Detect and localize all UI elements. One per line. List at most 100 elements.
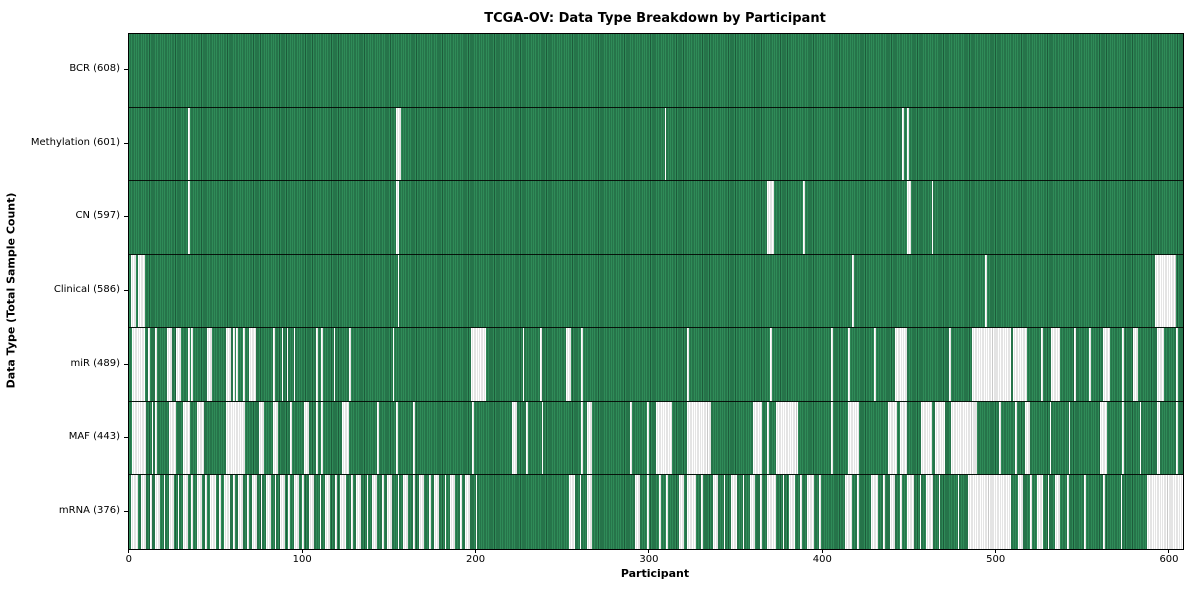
absent-stripe	[187, 107, 190, 181]
absent-stripe	[525, 401, 528, 475]
absent-stripe	[342, 401, 350, 475]
absent-stripe	[1103, 328, 1111, 401]
absent-stripe	[1084, 475, 1086, 549]
absent-stripe	[265, 475, 272, 549]
absent-stripe	[182, 401, 190, 475]
absent-stripe	[723, 475, 726, 549]
y-tick-label-mir: miR (489)	[70, 357, 120, 369]
absent-stripe	[155, 401, 157, 475]
absent-stripe	[799, 475, 802, 549]
absent-stripe	[1176, 401, 1178, 475]
absent-stripe	[177, 475, 180, 549]
absent-stripe	[340, 475, 346, 549]
absent-stripe	[272, 328, 275, 401]
absent-stripe	[1155, 254, 1177, 328]
absent-stripe	[1068, 401, 1071, 475]
absent-stripe	[950, 401, 977, 475]
absent-stripe	[569, 475, 575, 549]
absent-stripe	[260, 475, 263, 549]
y-tick-label-bcr: BCR (608)	[69, 63, 120, 75]
absent-stripe	[968, 475, 1012, 549]
absent-stripe	[272, 401, 279, 475]
absent-stripe	[766, 401, 769, 475]
absent-stripe	[233, 475, 235, 549]
absent-stripe	[1122, 401, 1125, 475]
absent-stripe	[1120, 475, 1123, 549]
absent-stripe	[713, 475, 719, 549]
absent-stripe	[985, 254, 988, 328]
absent-stripe	[434, 475, 440, 549]
absent-stripe	[226, 328, 232, 401]
x-tick-label: 600	[1159, 554, 1179, 565]
absent-stripe	[155, 328, 157, 401]
absent-stripe	[666, 475, 669, 549]
absent-stripe	[902, 107, 904, 181]
absent-stripe	[236, 328, 239, 401]
heatmap-row-bcr	[129, 34, 1183, 108]
absent-stripe	[288, 475, 291, 549]
absent-stripe	[402, 475, 409, 549]
absent-stripe	[782, 475, 785, 549]
absent-stripe	[279, 475, 285, 549]
absent-stripe	[1122, 328, 1125, 401]
absent-stripe	[659, 475, 662, 549]
absent-stripe	[395, 107, 402, 181]
absent-stripe	[196, 401, 204, 475]
absent-stripe	[1073, 328, 1076, 401]
y-tick-mark	[124, 216, 128, 218]
absent-stripe	[207, 328, 213, 401]
absent-stripe	[848, 328, 851, 401]
absent-stripe	[243, 328, 246, 401]
absent-stripe	[1054, 475, 1060, 549]
absent-stripe	[175, 328, 181, 401]
absent-stripe	[1089, 328, 1092, 401]
absent-stripe	[766, 475, 776, 549]
y-tick-mark	[124, 69, 128, 71]
y-tick-mark	[124, 363, 128, 365]
absent-stripe	[187, 181, 190, 254]
absent-stripe	[149, 475, 152, 549]
absent-stripe	[290, 401, 292, 475]
absent-stripe	[900, 475, 903, 549]
x-tick-mark	[995, 549, 997, 553]
absent-stripe	[141, 475, 147, 549]
absent-stripe	[844, 475, 852, 549]
absent-stripe	[1014, 401, 1017, 475]
absent-stripe	[1176, 328, 1178, 401]
y-tick-label-clinical: Clinical (586)	[53, 284, 120, 295]
x-tick-mark	[1168, 549, 1170, 553]
absent-stripe	[919, 475, 922, 549]
absent-stripe	[392, 328, 395, 401]
absent-stripe	[238, 475, 244, 549]
absent-stripe	[246, 475, 249, 549]
y-tick-label-maf: MAF (443)	[68, 431, 120, 443]
absent-stripe	[999, 401, 1001, 475]
absent-stripe	[1146, 475, 1183, 549]
absent-stripe	[219, 475, 221, 549]
absent-stripe	[656, 401, 672, 475]
absent-stripe	[274, 475, 277, 549]
absent-stripe	[397, 475, 400, 549]
absent-stripe	[586, 401, 592, 475]
absent-stripe	[444, 475, 447, 549]
absent-stripe	[196, 475, 202, 549]
plot-area: PresentAbsent	[128, 33, 1184, 550]
absent-stripe	[382, 475, 384, 549]
absent-stripe	[948, 328, 951, 401]
absent-stripe	[678, 475, 684, 549]
absent-stripe	[366, 475, 369, 549]
absent-stripe	[581, 401, 584, 475]
absent-stripe	[541, 401, 544, 475]
absent-stripe	[907, 107, 910, 181]
absent-stripe	[302, 475, 305, 549]
absent-stripe	[168, 401, 176, 475]
x-tick-label: 0	[125, 554, 133, 565]
absent-stripe	[168, 475, 175, 549]
absent-stripe	[281, 328, 284, 401]
absent-stripe	[465, 475, 471, 549]
absent-stripe	[333, 328, 336, 401]
absent-stripe	[252, 475, 258, 549]
absent-stripe	[938, 475, 941, 549]
absent-stripe	[1066, 475, 1069, 549]
heatmap-row-mir	[129, 328, 1183, 402]
